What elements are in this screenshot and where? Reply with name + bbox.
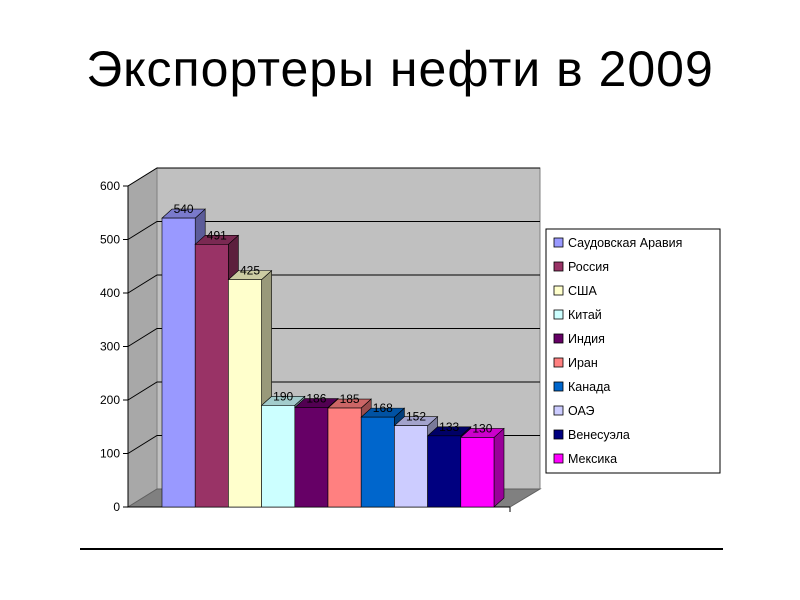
data-label: 133 [439, 420, 459, 434]
gridline [127, 167, 540, 187]
data-label: 425 [240, 264, 260, 278]
legend-item: США [553, 284, 597, 298]
legend-item: Китай [553, 308, 602, 322]
bar-front [194, 244, 229, 508]
gridlines [127, 167, 540, 454]
gridline [127, 221, 540, 240]
gridline [127, 274, 540, 294]
bar-front [394, 425, 428, 508]
bottom-rule [80, 548, 723, 550]
legend-label: Индия [568, 332, 605, 346]
legend-label: Венесуэла [568, 428, 630, 442]
data-label: 491 [207, 228, 227, 242]
data-label: 186 [306, 391, 326, 405]
legend-swatch [553, 261, 564, 272]
data-label: 540 [174, 202, 194, 216]
y-axis: 0 100 200 300 400 500 600 [100, 179, 511, 514]
y-tick-label: 600 [100, 179, 120, 193]
data-label: 130 [472, 421, 492, 435]
bar-10 [460, 427, 505, 508]
bar-side [493, 427, 505, 508]
gridline [127, 328, 540, 347]
legend-swatch [553, 237, 564, 248]
data-label: 168 [373, 401, 393, 415]
legend-swatch [553, 405, 564, 416]
gridline [127, 381, 540, 401]
legend: Саудовская Аравия Россия США Китай Индия Иран… [545, 228, 721, 474]
bar-front [360, 416, 395, 508]
legend-box [545, 228, 721, 474]
data-label: 190 [273, 389, 293, 403]
legend-item: Индия [553, 332, 605, 346]
legend-swatch [553, 285, 564, 296]
y-tick-label: 0 [113, 500, 120, 514]
legend-label: Мексика [568, 452, 617, 466]
y-tick-label: 100 [100, 447, 120, 461]
y-tick-label: 300 [100, 340, 120, 354]
legend-swatch [553, 333, 564, 344]
y-tick-label: 500 [100, 233, 120, 247]
legend-swatch [553, 381, 564, 392]
bars [161, 208, 505, 508]
legend-label: Канада [568, 380, 610, 394]
legend-label: ОАЭ [568, 404, 595, 418]
legend-label: Саудовская Аравия [568, 236, 682, 250]
legend-swatch [553, 357, 564, 368]
legend-item: Иран [553, 356, 598, 370]
legend-swatch [553, 429, 564, 440]
bar-front [427, 435, 462, 508]
y-tick-label: 400 [100, 286, 120, 300]
legend-item: Саудовская Аравия [553, 236, 682, 250]
legend-label: Китай [568, 308, 602, 322]
legend-item: Венесуэла [553, 428, 630, 442]
bar-front [294, 407, 329, 508]
bar-front [228, 279, 262, 508]
data-label: 152 [406, 410, 426, 424]
legend-label: США [568, 284, 597, 298]
legend-label: Иран [568, 356, 598, 370]
bar-front [261, 405, 296, 508]
slide-title: Экспортеры нефти в 2009 [86, 41, 714, 97]
legend-swatch [553, 309, 564, 320]
legend-item: Россия [553, 260, 609, 274]
legend-swatch [553, 453, 564, 464]
bar-front [460, 437, 495, 508]
bar-front [327, 407, 362, 508]
legend-item: ОАЭ [553, 404, 595, 418]
legend-item: Канада [553, 380, 610, 394]
bar-front [161, 217, 196, 508]
legend-label: Россия [568, 260, 609, 274]
data-label: 185 [340, 392, 360, 406]
legend-item: Мексика [553, 452, 617, 466]
data-labels: 540 491 425 190 186 185 168 152 133 130 [174, 202, 493, 435]
y-tick-label: 200 [100, 393, 120, 407]
